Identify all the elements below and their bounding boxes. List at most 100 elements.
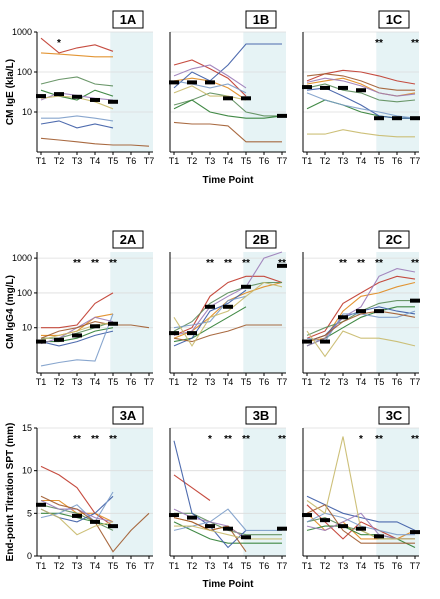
y-tick-label: 0	[27, 551, 32, 561]
chart-row-2: CM IgG4 (mg/L) 10 100 1000 T1 T2 T3 T4 T5 T6 T7 ** *…	[5, 230, 421, 387]
x-tick-label: T1	[302, 561, 313, 571]
panel-label-box	[112, 230, 144, 249]
series-line-3	[41, 321, 114, 339]
significance-marker: **	[278, 434, 286, 445]
x-tick-label: T5	[374, 377, 385, 387]
median-marker	[356, 526, 366, 531]
panel-label: 3B	[253, 408, 270, 423]
significance-marker: **	[224, 258, 232, 269]
x-tick-label: T5	[108, 561, 119, 571]
series-line-1	[40, 37, 114, 54]
significance-marker: **	[91, 434, 99, 445]
y-tick-label: 100	[17, 288, 32, 298]
series-line-5	[173, 43, 282, 89]
x-tick-label: T1	[169, 156, 180, 166]
median-marker	[169, 80, 179, 85]
series-line-7	[306, 77, 416, 97]
significance-marker: *	[208, 434, 212, 445]
shaded-region	[110, 428, 153, 556]
panel-2B: T1 T2 T3 T4 T5 T6 T7** ** ** **2B	[169, 230, 287, 387]
significance-marker: **	[375, 434, 383, 445]
median-marker	[302, 85, 312, 90]
median-marker	[72, 333, 82, 338]
series-line-4	[40, 89, 114, 101]
median-marker	[302, 513, 312, 518]
median-marker	[90, 324, 100, 329]
series-line-9	[307, 129, 415, 138]
shaded-region	[243, 252, 286, 373]
panel-label: 3C	[386, 408, 403, 423]
x-tick-label: T2	[320, 561, 331, 571]
x-tick-label: T6	[126, 377, 137, 387]
x-axis-title: Time Point	[203, 579, 255, 590]
x-tick-label: T5	[241, 156, 252, 166]
series-line-2	[40, 52, 113, 58]
panel-1C: T1 T2 T3 T4 T5 T6 T7** **1C	[302, 10, 420, 166]
median-marker	[320, 85, 330, 90]
x-tick-label: T6	[259, 377, 270, 387]
median-marker	[90, 519, 100, 524]
x-tick-label: T4	[356, 377, 367, 387]
panel-label: 2B	[253, 232, 270, 247]
significance-marker: **	[375, 38, 383, 49]
median-marker	[187, 515, 197, 520]
median-marker	[277, 263, 287, 268]
panel-3B: T1 T2 T3 T4 T5 T6 T7* ** ** **3B	[169, 406, 287, 571]
series-line-8	[306, 73, 415, 91]
x-tick-label: T4	[90, 377, 101, 387]
series-line-6	[306, 92, 416, 119]
median-marker	[72, 513, 82, 518]
series-line-8	[173, 121, 282, 143]
significance-marker: **	[339, 258, 347, 269]
panel-label: 1B	[253, 12, 270, 27]
median-marker	[169, 513, 179, 518]
median-marker	[36, 502, 46, 507]
x-tick-label: T2	[187, 561, 198, 571]
x-tick-label: T1	[36, 156, 47, 166]
median-marker	[302, 339, 312, 344]
x-tick-label: T2	[54, 377, 65, 387]
x-tick-label: T3	[205, 561, 216, 571]
x-tick-label: T7	[144, 156, 155, 166]
significance-marker: **	[109, 258, 117, 269]
panel-2C: T1 T2 T3 T4 T5 T6 T7** ** ** **2C	[302, 230, 421, 387]
x-tick-label: T3	[205, 377, 216, 387]
x-tick-label: T4	[223, 156, 234, 166]
y-tick-label: 10	[22, 323, 32, 333]
x-axis-title: Time Point	[203, 175, 255, 186]
x-tick-label: T6	[392, 561, 403, 571]
significance-marker: **	[357, 258, 365, 269]
median-marker	[187, 331, 197, 336]
panel-label-box	[378, 10, 410, 29]
median-marker	[338, 524, 348, 529]
series-line-9	[40, 322, 114, 341]
series-line-1	[173, 275, 283, 336]
x-tick-label: T2	[54, 156, 65, 166]
series-line-7	[173, 508, 247, 540]
x-tick-label: T5	[108, 377, 119, 387]
series-line-9	[306, 330, 416, 358]
x-tick-label: T2	[187, 377, 198, 387]
x-tick-label: T3	[338, 156, 349, 166]
x-tick-label: T7	[410, 377, 421, 387]
series-line-8	[40, 137, 150, 147]
median-marker	[223, 96, 233, 101]
median-marker	[338, 85, 348, 90]
median-marker	[277, 113, 287, 118]
series-line-7	[173, 64, 247, 89]
series-line-9	[173, 85, 247, 101]
significance-marker: **	[91, 258, 99, 269]
median-marker	[223, 526, 233, 531]
panel-label-box	[245, 10, 277, 29]
significance-marker: *	[57, 38, 61, 49]
x-tick-label: T4	[90, 561, 101, 571]
series-line-7	[173, 251, 283, 336]
series-line-9	[40, 508, 114, 536]
panel-label-box	[245, 230, 277, 249]
significance-marker: **	[411, 434, 419, 445]
x-tick-label: T1	[169, 377, 180, 387]
series-line-1	[173, 59, 247, 97]
median-marker	[320, 339, 330, 344]
